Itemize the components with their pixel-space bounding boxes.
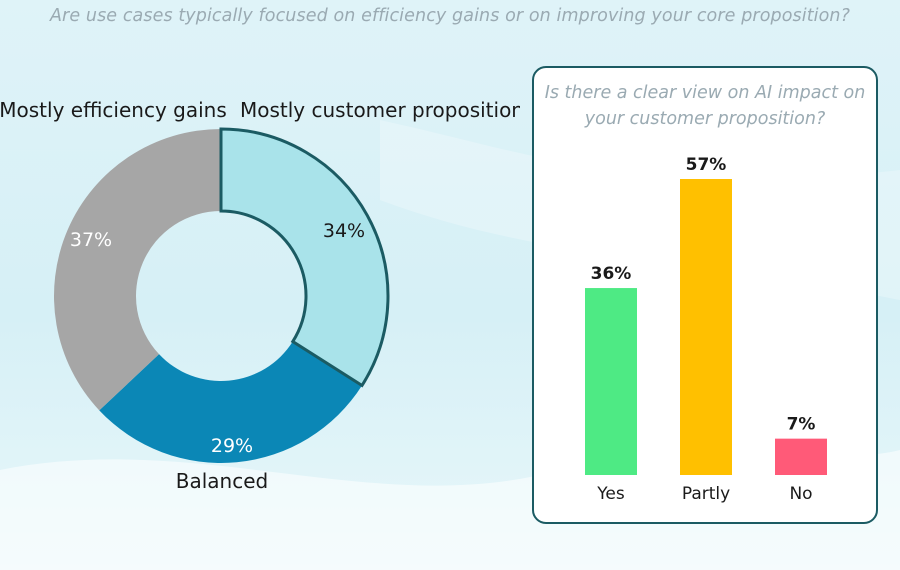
bar-chart-panel: Is there a clear view on AI impact on yo… [532,66,878,524]
value-label-customer: 34% [323,220,365,242]
bar-no [775,438,827,475]
category-label-partly: Partly [682,484,730,504]
slice-highlight-outline [219,127,390,388]
slice-balanced [99,341,363,464]
slice-mostly-customer-proposition [221,129,388,386]
category-label-yes: Yes [596,484,625,504]
category-label-balanced: Balanced [176,469,268,493]
category-label-efficiency: Mostly efficiency gains [0,98,227,122]
value-label-yes: 36% [591,264,632,284]
category-label-customer: Mostly customer proposition [240,98,520,122]
value-label-balanced: 29% [211,435,253,457]
bar-chart-title-line1: Is there a clear view on AI impact on [544,83,866,103]
value-label-no: 7% [787,415,816,435]
bar-yes [585,288,637,475]
donut-chart: Mostly efficiency gains Mostly customer … [0,98,520,493]
value-label-efficiency: 37% [70,229,112,251]
bar-chart-title: Is there a clear view on AI impact on yo… [534,80,876,132]
main-title: Are use cases typically focused on effic… [49,6,851,26]
value-label-partly: 57% [686,155,727,175]
slice-mostly-efficiency-gains [53,129,222,411]
bar-chart: 36% 57% 7% Yes Partly No [585,155,827,504]
bar-chart-title-line2: your customer proposition? [584,109,826,129]
category-label-no: No [789,484,812,504]
bar-partly [680,179,732,475]
